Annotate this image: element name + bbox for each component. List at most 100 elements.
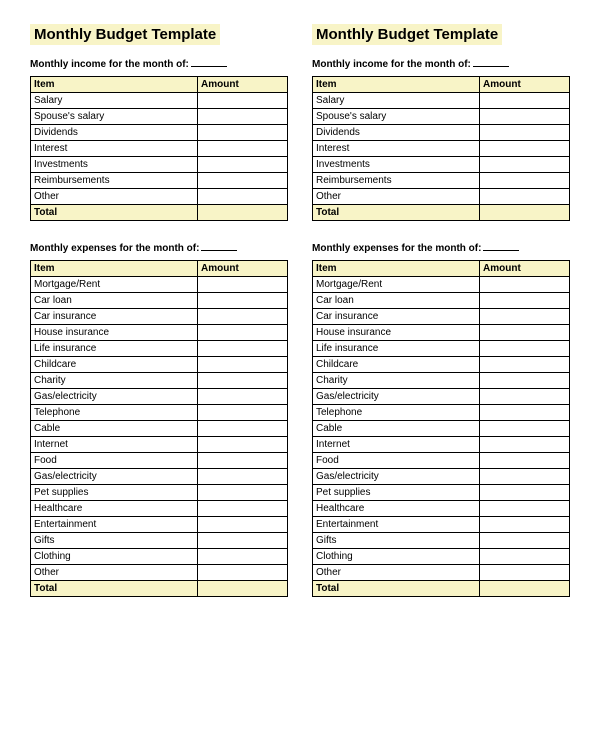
item-cell: Clothing	[313, 549, 480, 565]
income-header-amount: Amount	[480, 77, 570, 93]
amount-cell[interactable]	[198, 93, 288, 109]
amount-cell[interactable]	[198, 277, 288, 293]
amount-cell[interactable]	[480, 405, 570, 421]
two-column-layout: Monthly Budget Template Monthly income f…	[30, 24, 570, 619]
amount-cell[interactable]	[198, 173, 288, 189]
amount-cell[interactable]	[198, 341, 288, 357]
expenses-month-blank[interactable]	[201, 250, 237, 251]
table-row: Other	[313, 565, 570, 581]
amount-cell[interactable]	[480, 501, 570, 517]
item-cell: Spouse's salary	[313, 109, 480, 125]
amount-cell[interactable]	[480, 141, 570, 157]
amount-cell[interactable]	[480, 125, 570, 141]
amount-cell[interactable]	[480, 565, 570, 581]
table-row: Reimbursements	[31, 173, 288, 189]
table-row: House insurance	[31, 325, 288, 341]
item-cell: Interest	[31, 141, 198, 157]
amount-cell[interactable]	[480, 189, 570, 205]
table-row: Gifts	[31, 533, 288, 549]
income-label: Monthly income for the month of:	[30, 59, 288, 70]
item-cell: Interest	[313, 141, 480, 157]
item-cell: House insurance	[31, 325, 198, 341]
amount-cell[interactable]	[198, 389, 288, 405]
table-row: Other	[31, 565, 288, 581]
table-row: Healthcare	[313, 501, 570, 517]
table-row: Clothing	[313, 549, 570, 565]
amount-cell[interactable]	[480, 517, 570, 533]
total-row: Total	[31, 205, 288, 221]
amount-cell[interactable]	[198, 501, 288, 517]
amount-cell[interactable]	[480, 389, 570, 405]
page-title: Monthly Budget Template	[312, 24, 502, 45]
table-row: Interest	[313, 141, 570, 157]
expenses-tbody-right: Mortgage/RentCar loanCar insuranceHouse …	[313, 277, 570, 597]
amount-cell[interactable]	[198, 405, 288, 421]
amount-cell[interactable]	[480, 437, 570, 453]
item-cell: Spouse's salary	[31, 109, 198, 125]
amount-cell[interactable]	[198, 373, 288, 389]
amount-cell[interactable]	[480, 453, 570, 469]
expenses-header-item: Item	[31, 261, 198, 277]
item-cell: Life insurance	[313, 341, 480, 357]
amount-cell[interactable]	[198, 293, 288, 309]
item-cell: Cable	[31, 421, 198, 437]
amount-cell[interactable]	[198, 421, 288, 437]
total-row: Total	[313, 581, 570, 597]
expenses-month-blank[interactable]	[483, 250, 519, 251]
amount-cell[interactable]	[480, 549, 570, 565]
table-row: Gas/electricity	[31, 469, 288, 485]
amount-cell[interactable]	[198, 533, 288, 549]
amount-cell[interactable]	[480, 421, 570, 437]
amount-cell[interactable]	[198, 109, 288, 125]
table-row: Spouse's salary	[313, 109, 570, 125]
amount-cell[interactable]	[480, 293, 570, 309]
amount-cell[interactable]	[198, 549, 288, 565]
amount-cell[interactable]	[198, 565, 288, 581]
table-row: Food	[313, 453, 570, 469]
amount-cell[interactable]	[198, 141, 288, 157]
expenses-label: Monthly expenses for the month of:	[312, 243, 570, 254]
amount-cell[interactable]	[198, 157, 288, 173]
item-cell: Gifts	[31, 533, 198, 549]
amount-cell[interactable]	[480, 357, 570, 373]
income-header-item: Item	[313, 77, 480, 93]
amount-cell[interactable]	[198, 309, 288, 325]
item-cell: Healthcare	[31, 501, 198, 517]
amount-cell[interactable]	[198, 517, 288, 533]
table-row: Entertainment	[31, 517, 288, 533]
income-table: Item Amount SalarySpouse's salaryDividen…	[312, 76, 570, 221]
item-cell: Gifts	[313, 533, 480, 549]
amount-cell[interactable]	[480, 533, 570, 549]
table-row: Dividends	[313, 125, 570, 141]
amount-cell[interactable]	[480, 373, 570, 389]
amount-cell[interactable]	[480, 325, 570, 341]
amount-cell[interactable]	[198, 437, 288, 453]
amount-cell[interactable]	[480, 93, 570, 109]
item-cell: Charity	[31, 373, 198, 389]
amount-cell[interactable]	[480, 109, 570, 125]
table-row: Childcare	[313, 357, 570, 373]
amount-cell[interactable]	[198, 125, 288, 141]
table-row: Gas/electricity	[313, 469, 570, 485]
amount-cell[interactable]	[480, 157, 570, 173]
amount-cell[interactable]	[198, 189, 288, 205]
item-cell: Dividends	[313, 125, 480, 141]
amount-cell[interactable]	[480, 309, 570, 325]
amount-cell[interactable]	[198, 325, 288, 341]
amount-cell[interactable]	[480, 469, 570, 485]
item-cell: Pet supplies	[31, 485, 198, 501]
amount-cell[interactable]	[198, 357, 288, 373]
income-month-blank[interactable]	[473, 66, 509, 67]
amount-cell[interactable]	[480, 173, 570, 189]
amount-cell[interactable]	[480, 341, 570, 357]
amount-cell[interactable]	[480, 485, 570, 501]
amount-cell[interactable]	[198, 485, 288, 501]
income-month-blank[interactable]	[191, 66, 227, 67]
total-label-cell: Total	[31, 205, 198, 221]
total-amount-cell	[480, 581, 570, 597]
item-cell: Other	[313, 565, 480, 581]
amount-cell[interactable]	[480, 277, 570, 293]
amount-cell[interactable]	[198, 469, 288, 485]
amount-cell[interactable]	[198, 453, 288, 469]
table-row: House insurance	[313, 325, 570, 341]
